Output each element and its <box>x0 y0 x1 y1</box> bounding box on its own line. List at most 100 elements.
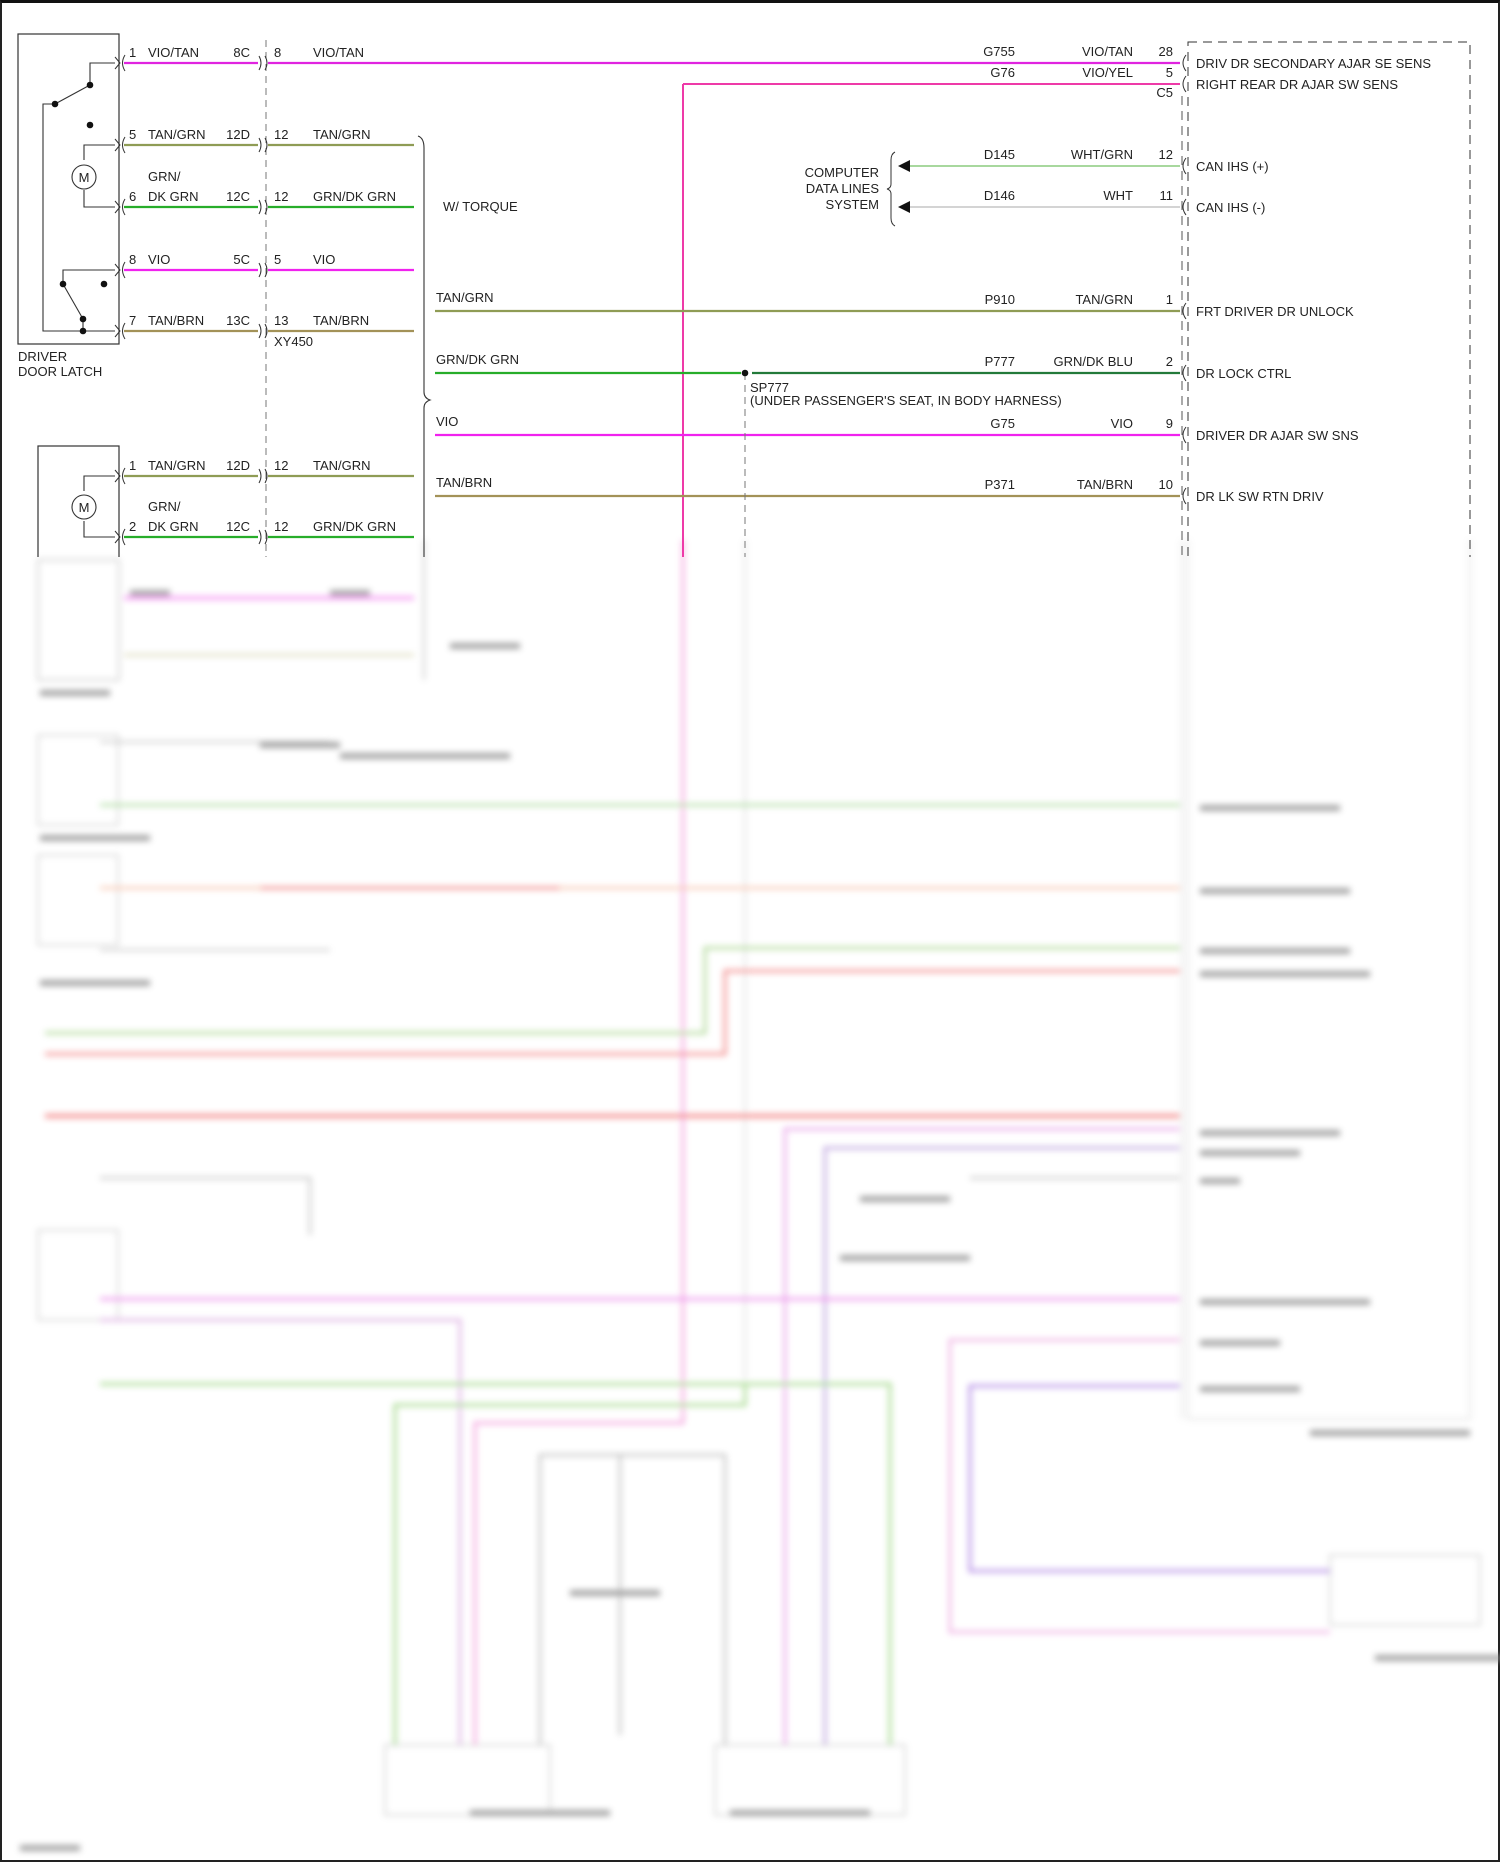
module-pin-number: 12 <box>1159 147 1173 162</box>
wire-color-label: VIO/YEL <box>1082 65 1133 80</box>
module-pin-cavity <box>1182 487 1187 505</box>
module-pin-cavity <box>1182 364 1187 382</box>
wire-color-label: VIO/TAN <box>313 45 364 60</box>
module-pin-function: DR LK SW RTN DRIV <box>1196 489 1324 504</box>
wire-color-label: TAN/GRN <box>1075 292 1133 307</box>
wire-color-label: VIO/TAN <box>148 45 199 60</box>
motor-m-glyph: M <box>79 170 90 185</box>
blurred-text <box>1200 805 1340 811</box>
switch-contact <box>86 121 94 129</box>
inline-pin-number: 5 <box>274 252 281 267</box>
switch-contact <box>86 81 94 89</box>
module-pin-function: CAN IHS (-) <box>1196 200 1265 215</box>
inline-connector-cavity <box>258 262 268 278</box>
inline-pin-number: 12 <box>274 127 288 142</box>
motor-leads <box>83 144 115 208</box>
module-pin-function: DRIV DR SECONDARY AJAR SE SENS <box>1196 56 1431 71</box>
blurred-text <box>340 753 510 759</box>
blurred-switch-box <box>37 854 119 946</box>
wire-color-label: GRN/DK GRN <box>313 189 396 204</box>
body-control-module-box <box>1187 41 1471 557</box>
latch-pin-connector <box>114 324 121 338</box>
blurred-text <box>840 1255 970 1261</box>
latch-pin-number: 8 <box>129 252 136 267</box>
wire-color-label: WHT <box>1103 188 1133 203</box>
wire-color-label: DK GRN <box>148 519 199 534</box>
blurred-text <box>20 1845 80 1851</box>
module-pin-function: DRIVER DR AJAR SW SNS <box>1196 428 1359 443</box>
circuit-number: G755 <box>983 44 1015 59</box>
switch-contact <box>59 280 67 288</box>
harness-wire-color-label: TAN/BRN <box>436 475 492 490</box>
inline-connector-cavity-label: 8C <box>233 45 250 60</box>
latch-pin-number: 5 <box>129 127 136 142</box>
inline-connector-name: XY450 <box>274 334 313 349</box>
blurred-wire <box>45 946 1180 1035</box>
data-lines-system-label: SYSTEM <box>826 197 879 212</box>
blurred-text <box>260 742 340 748</box>
second-latch-box <box>37 445 120 557</box>
blurred-wire <box>100 1318 462 1745</box>
blurred-text <box>730 1810 870 1816</box>
latch-pin-number: 1 <box>129 458 136 473</box>
switch-contact <box>100 280 108 288</box>
module-pin-function: RIGHT REAR DR AJAR SW SENS <box>1196 77 1398 92</box>
motor-m-glyph: M <box>79 500 90 515</box>
wire-color-label-top: GRN/ <box>148 169 181 184</box>
latch-pin-connector <box>114 469 121 483</box>
module-pin-number: 11 <box>1160 188 1174 203</box>
inline-connector-cavity <box>258 199 268 215</box>
inline-connector-cavity-label: 12C <box>226 519 250 534</box>
blurred-lower-diagram <box>20 540 1500 1851</box>
module-pin-cavity <box>1182 302 1187 320</box>
module-pin-number: 9 <box>1166 416 1173 431</box>
blurred-wire <box>393 1384 747 1745</box>
circuit-number: D146 <box>984 188 1015 203</box>
blurred-text <box>1200 948 1350 954</box>
module-pin-cavity <box>1182 157 1187 175</box>
splice-location: (UNDER PASSENGER'S SEAT, IN BODY HARNESS… <box>750 393 1062 408</box>
blurred-text <box>1200 1130 1340 1136</box>
arrow-left-icon <box>898 201 910 213</box>
wire-color-label: TAN/GRN <box>148 127 206 142</box>
blurred-latch-box <box>714 1744 906 1816</box>
blurred-text <box>330 590 370 596</box>
blurred-switch-box <box>37 1229 119 1321</box>
blurred-text <box>450 643 520 649</box>
blurred-text <box>130 590 170 596</box>
ajar-switch-circuit <box>62 269 115 331</box>
inline-pin-number: 12 <box>274 189 288 204</box>
latch-pin-number: 2 <box>129 519 136 534</box>
module-pin-cavity <box>1182 426 1187 444</box>
wire-color-label-top: GRN/ <box>148 499 181 514</box>
inline-pin-number: 12 <box>274 458 288 473</box>
module-pin-function: FRT DRIVER DR UNLOCK <box>1196 304 1354 319</box>
connector-cavity <box>122 467 126 485</box>
inline-connector-cavity <box>258 529 268 545</box>
blurred-text <box>1200 1386 1300 1392</box>
circuit-number: G76 <box>990 65 1015 80</box>
blurred-wire <box>1187 540 1471 1420</box>
circuit-number: P910 <box>985 292 1015 307</box>
connector-cavity <box>122 136 126 154</box>
blurred-switch-box <box>37 734 119 826</box>
blurred-text <box>1200 971 1370 977</box>
inline-connector-cavity-label: 12D <box>226 127 250 142</box>
module-pin-number: 5 <box>1166 65 1173 80</box>
latch-pin-number: 6 <box>129 189 136 204</box>
latch-pin-number: 7 <box>129 313 136 328</box>
upper-diagram: 1 VIO/TAN 8C 8 VIO/TAN 5 TAN/GRN 12D 12 TAN/GRN 6 D… <box>17 33 1471 557</box>
wire-color-label: TAN/GRN <box>313 127 371 142</box>
blurred-text <box>40 980 150 986</box>
blurred-text <box>570 1590 660 1596</box>
harness-wire-color-label: GRN/DK GRN <box>436 352 519 367</box>
blurred-wire <box>473 540 685 1745</box>
circuit-number: P371 <box>985 477 1015 492</box>
blurred-text <box>40 835 150 841</box>
motor-icon <box>71 164 97 190</box>
wire-color-label: WHT/GRN <box>1071 147 1133 162</box>
blurred-latch-box <box>1329 1554 1481 1626</box>
blurred-text <box>470 1810 610 1816</box>
blurred-wire <box>783 1127 1180 1745</box>
